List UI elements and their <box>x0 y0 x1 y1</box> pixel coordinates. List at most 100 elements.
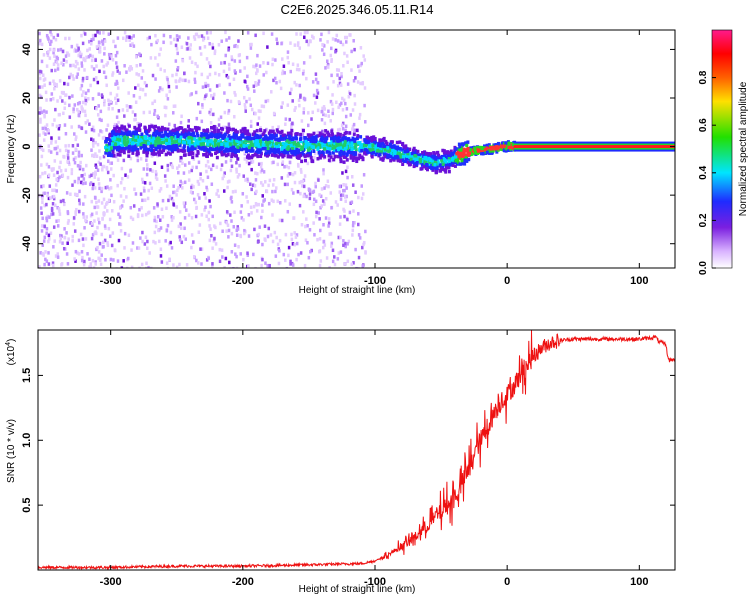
heatmap-cell <box>58 79 62 83</box>
heatmap-cell <box>146 167 149 171</box>
heatmap-cell <box>335 33 339 38</box>
heatmap-cell <box>131 42 134 46</box>
heatmap-ridge-cell <box>283 135 287 140</box>
heatmap-ridge-cell <box>188 128 192 132</box>
heatmap-cell <box>54 140 58 144</box>
heatmap-ridge-cell <box>393 155 397 159</box>
heatmap-ridge-cell <box>273 150 277 155</box>
heatmap-cell <box>309 39 312 44</box>
heatmap-cell <box>208 42 211 46</box>
heatmap-cell <box>195 116 199 121</box>
heatmap-ridge-cell <box>168 152 172 156</box>
heatmap-ridge-cell <box>316 140 320 145</box>
heatmap-ridge-cell <box>377 149 381 153</box>
heatmap-cell <box>93 231 96 235</box>
heatmap-ridge-cell <box>107 151 111 155</box>
heatmap-cell <box>88 257 91 261</box>
heatmap-cell <box>79 54 82 59</box>
heatmap-cell <box>344 101 347 106</box>
heatmap-ridge-cell <box>413 157 417 161</box>
heatmap-ridge-cell <box>261 146 265 151</box>
heatmap-cell <box>51 96 55 101</box>
heatmap-cell <box>43 171 47 175</box>
heatmap-ridge-cell <box>422 159 426 163</box>
heatmap-cell <box>205 169 208 174</box>
heatmap-cell <box>235 254 238 259</box>
heatmap-ridge-cell <box>126 136 130 140</box>
heatmap-cell <box>201 105 204 110</box>
heatmap-cell <box>233 114 236 119</box>
heatmap-cell <box>217 73 221 77</box>
heatmap-cell <box>62 58 66 62</box>
heatmap-ridge-cell <box>298 137 302 141</box>
heatmap-cell <box>223 266 226 268</box>
heatmap-cell <box>91 258 95 263</box>
heatmap-cell <box>68 103 71 108</box>
colorbar-ticks: 0.00.20.40.60.8 <box>698 70 716 275</box>
heatmap-cell <box>119 229 123 233</box>
heatmap-cell <box>246 87 250 91</box>
heatmap-cell <box>238 163 241 168</box>
heatmap-ridge-cell <box>186 146 190 150</box>
heatmap-ridge-cell <box>288 137 292 142</box>
heatmap-cell <box>283 199 287 203</box>
heatmap-cell <box>66 211 70 216</box>
heatmap-cell <box>260 104 264 108</box>
heatmap-ridge-cell <box>425 167 429 172</box>
heatmap-cell <box>250 160 253 164</box>
heatmap-cell <box>128 35 131 39</box>
heatmap-cell <box>330 73 333 78</box>
heatmap-cell <box>319 194 323 199</box>
heatmap-ridge-cell <box>323 136 327 140</box>
heatmap-cell <box>88 39 91 44</box>
heatmap-ridge-cell <box>291 142 295 146</box>
heatmap-ridge-cell <box>401 154 405 159</box>
heatmap-ridge-cell <box>162 148 166 153</box>
heatmap-ridge-cell <box>238 146 242 150</box>
heatmap-cell <box>190 60 194 64</box>
heatmap-cell <box>247 213 251 217</box>
heatmap-cell <box>214 71 217 76</box>
heatmap-ridge-cell <box>146 150 150 155</box>
heatmap-ridge-cell <box>256 154 260 159</box>
heatmap-cell <box>193 37 197 41</box>
heatmap-cell <box>345 107 349 111</box>
heatmap-cell <box>40 59 44 64</box>
heatmap-cell <box>201 38 205 42</box>
heatmap-cell <box>226 223 230 228</box>
heatmap-ridge-cell <box>449 153 453 158</box>
heatmap-cell <box>56 205 59 210</box>
heatmap-cell <box>340 72 343 76</box>
heatmap-cell <box>254 80 257 85</box>
heatmap-cell <box>106 159 110 164</box>
heatmap-cell <box>143 181 147 185</box>
heatmap-ridge-cell <box>464 159 468 163</box>
heatmap-cell <box>343 51 346 56</box>
heatmap-cell <box>141 69 145 73</box>
heatmap-cell <box>256 53 259 58</box>
heatmap-cell <box>249 46 253 50</box>
heatmap-cell <box>209 108 213 112</box>
heatmap-ridge-cell <box>241 133 245 137</box>
heatmap-ridge-cell <box>352 132 356 136</box>
heatmap-cell <box>200 72 204 77</box>
heatmap-cell <box>313 155 316 160</box>
heatmap-cell <box>250 42 253 47</box>
heatmap-cell <box>91 233 95 237</box>
heatmap-cell <box>112 258 115 262</box>
heatmap-cell <box>225 73 229 78</box>
heatmap-cell <box>76 193 79 197</box>
heatmap-cell <box>291 172 295 177</box>
heatmap-ridge-cell <box>404 144 408 148</box>
heatmap-cell <box>47 130 51 135</box>
heatmap-cell <box>101 95 104 99</box>
heatmap-ridge-cell <box>213 128 217 133</box>
heatmap-cell <box>260 263 263 268</box>
heatmap-cell <box>301 72 305 76</box>
heatmap-cell <box>254 266 257 268</box>
heatmap-cell <box>145 163 149 167</box>
heatmap-ridge-cell <box>242 141 246 145</box>
heatmap-cell <box>178 235 181 239</box>
heatmap-ridge-cell <box>230 138 234 143</box>
heatmap-cell <box>54 68 57 73</box>
